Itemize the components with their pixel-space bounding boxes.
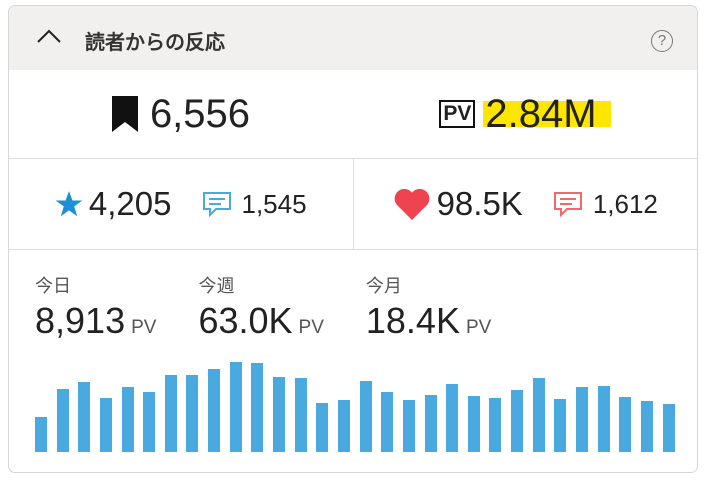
pv-bar[interactable] [251, 363, 264, 452]
stat-value: 18.4K [365, 300, 460, 341]
comment-icon [202, 192, 231, 217]
pv-bar[interactable] [316, 403, 329, 452]
pv-bar[interactable] [446, 384, 459, 452]
stat-value: 8,913 [35, 300, 126, 341]
stat-unit: PV [465, 317, 492, 338]
pv-bar[interactable] [229, 362, 242, 452]
pv-icon: PV [439, 100, 476, 128]
pv-bar[interactable] [640, 401, 653, 452]
stat-value: 63.0K [198, 300, 293, 341]
pv-total-value: 2.84M [483, 94, 611, 134]
like-count: 98.5K [436, 185, 523, 222]
pv-bar[interactable] [554, 399, 567, 452]
like-comment-count: 1,612 [592, 188, 658, 219]
comment-icon [553, 192, 582, 217]
pv-bar[interactable] [121, 387, 134, 452]
stat-label: 今日 [35, 276, 71, 296]
stat-unit: PV [131, 317, 157, 338]
star-count: 4,205 [88, 185, 172, 222]
pv-bar[interactable] [273, 377, 286, 452]
stat-today: 今日 8,913 PV [35, 272, 156, 342]
pv-bar[interactable] [359, 381, 372, 452]
pv-bar[interactable] [402, 400, 415, 452]
pv-bar[interactable] [511, 390, 524, 452]
bookmark-value: 6,556 [149, 91, 251, 136]
star-icon [55, 191, 83, 217]
pv-bar[interactable] [467, 396, 480, 452]
stat-label: 今週 [198, 276, 235, 296]
bookmark-count: 6,556 [9, 70, 353, 158]
pv-bar[interactable] [143, 392, 156, 452]
pv-bar[interactable] [662, 404, 675, 452]
card-header[interactable]: 読者からの反応 ? [9, 6, 697, 70]
card-title: 読者からの反応 [85, 30, 225, 54]
pv-bar[interactable] [56, 389, 69, 452]
pv-bar[interactable] [164, 375, 177, 452]
pv-bar[interactable] [186, 375, 199, 452]
pv-total: PV 2.84M [353, 70, 697, 158]
pv-bar[interactable] [424, 395, 437, 452]
pv-bar[interactable] [381, 392, 394, 452]
pv-bar[interactable] [597, 386, 610, 452]
heart-icon [394, 188, 429, 220]
pv-bar[interactable] [532, 378, 545, 452]
help-icon[interactable]: ? [651, 30, 673, 52]
pv-bar[interactable] [78, 382, 91, 452]
stat-week: 今週 63.0K PV [198, 272, 323, 342]
pv-bar[interactable] [35, 417, 47, 452]
pv-bar[interactable] [208, 369, 221, 452]
pv-bar[interactable] [576, 387, 589, 452]
pv-bar[interactable] [337, 400, 350, 452]
stat-month: 今月 18.4K PV [366, 272, 491, 342]
pv-bar[interactable] [619, 397, 632, 452]
chevron-up-icon[interactable] [36, 28, 62, 44]
stat-unit: PV [298, 317, 324, 338]
pv-bar-chart [35, 357, 675, 452]
pv-bar[interactable] [489, 398, 502, 452]
pv-bar[interactable] [99, 398, 112, 452]
star-comment-count: 1,545 [241, 188, 307, 219]
pv-bar[interactable] [294, 378, 307, 452]
bookmark-icon [111, 96, 138, 132]
stat-label: 今月 [365, 276, 402, 296]
reader-reactions-card: 読者からの反応 ? 6,556 PV 2.84M 4,205 1,545 98.… [8, 5, 698, 473]
